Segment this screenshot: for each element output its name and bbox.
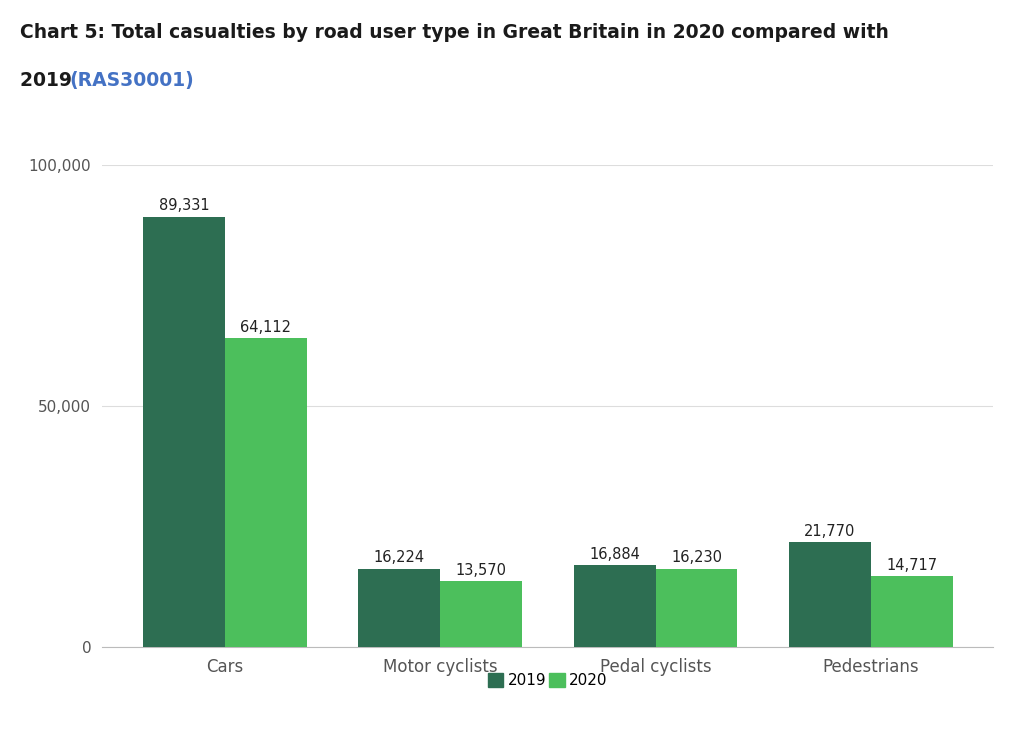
- Text: 16,230: 16,230: [671, 550, 722, 566]
- Bar: [358, 569, 440, 647]
- Bar: [790, 542, 871, 647]
- Text: (RAS30001): (RAS30001): [70, 71, 195, 90]
- Bar: [143, 217, 224, 647]
- Text: 2019: 2019: [20, 71, 79, 90]
- Text: 16,884: 16,884: [589, 547, 640, 562]
- Text: 89,331: 89,331: [159, 199, 209, 214]
- Bar: [573, 566, 655, 647]
- Text: Chart 5: Total casualties by road user type in Great Britain in 2020 compared wi: Chart 5: Total casualties by road user t…: [20, 23, 890, 41]
- Text: 13,570: 13,570: [456, 563, 507, 578]
- Text: 14,717: 14,717: [887, 557, 937, 572]
- Bar: [871, 576, 952, 647]
- Bar: [655, 569, 737, 647]
- Bar: [440, 581, 522, 647]
- Text: 64,112: 64,112: [241, 320, 291, 335]
- Text: 16,224: 16,224: [374, 550, 425, 566]
- Legend: 2019, 2020: 2019, 2020: [481, 667, 614, 694]
- Text: 21,770: 21,770: [804, 523, 856, 538]
- Bar: [224, 338, 306, 647]
